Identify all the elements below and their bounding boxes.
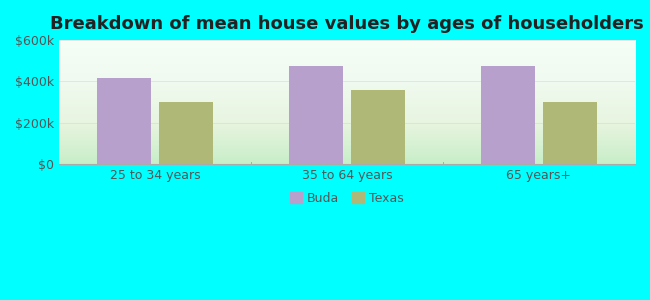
Title: Breakdown of mean house values by ages of householders: Breakdown of mean house values by ages o… [50, 15, 644, 33]
Bar [159, 102, 213, 164]
Bar [351, 90, 404, 164]
Bar [98, 78, 151, 164]
Bar [543, 102, 597, 164]
Legend: Buda, Texas: Buda, Texas [285, 187, 410, 210]
Bar [289, 66, 343, 164]
Bar [482, 66, 535, 164]
